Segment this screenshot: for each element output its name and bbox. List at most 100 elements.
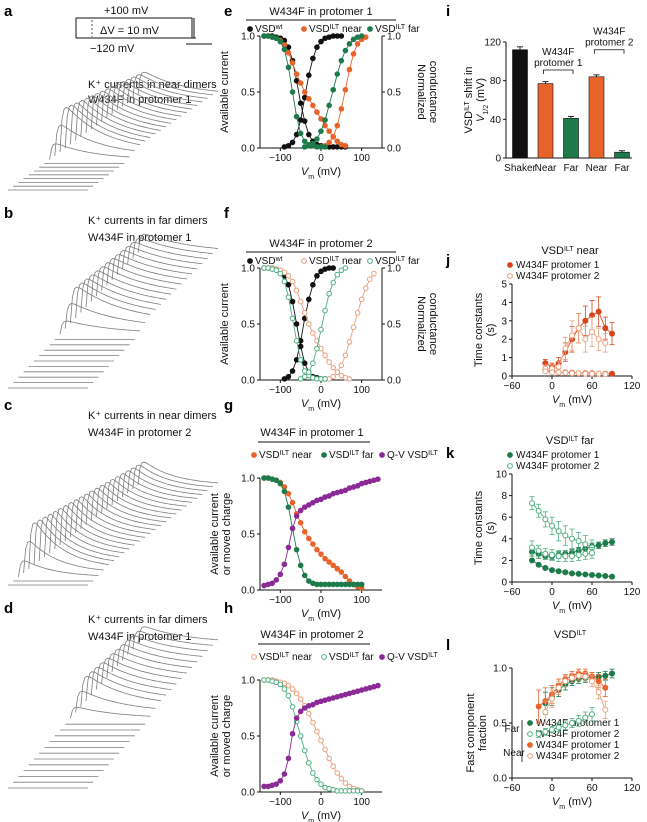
y2-axis-label-2: conductance bbox=[427, 61, 439, 123]
data-point bbox=[314, 546, 320, 553]
chart-l: −60 0 60 120 0.0 0.5 1.0 Vm (mV) VSDILT Fast comp… bbox=[465, 629, 641, 811]
data-point bbox=[562, 553, 569, 560]
y-axis-label-2: (s) bbox=[485, 522, 497, 535]
series-line bbox=[545, 327, 606, 370]
data-point bbox=[289, 89, 296, 95]
data-point bbox=[595, 308, 602, 315]
category-label: Shaker bbox=[504, 163, 536, 174]
data-point bbox=[306, 321, 312, 327]
data-point bbox=[609, 370, 615, 377]
data-point bbox=[314, 728, 320, 735]
data-point bbox=[318, 38, 324, 45]
data-point bbox=[549, 726, 555, 733]
data-point bbox=[285, 504, 292, 510]
data-point bbox=[589, 370, 595, 377]
data-point bbox=[285, 544, 292, 551]
data-point bbox=[575, 552, 582, 558]
trace-c-trace bbox=[111, 476, 193, 506]
category-label: Near bbox=[535, 163, 557, 174]
trace-c-trace bbox=[80, 493, 161, 530]
data-point bbox=[535, 731, 542, 737]
y-axis-label: Available current bbox=[219, 283, 231, 365]
y-tick-label: 0.0 bbox=[241, 586, 255, 597]
data-point bbox=[318, 737, 324, 744]
data-point bbox=[346, 41, 353, 47]
data-point bbox=[277, 38, 284, 45]
panel-label-c: c bbox=[4, 397, 12, 414]
data-point bbox=[301, 705, 308, 711]
chart-title: VSDILT far bbox=[546, 435, 594, 447]
data-point bbox=[562, 532, 569, 539]
legend-marker bbox=[507, 452, 513, 458]
x-tick-label: 120 bbox=[624, 381, 641, 392]
y-tick-label: 1.0 bbox=[241, 264, 255, 275]
data-point bbox=[569, 720, 575, 726]
trace-b-trace bbox=[96, 266, 177, 297]
trace-b-trace bbox=[137, 233, 219, 254]
y-tick-label: 0.5 bbox=[241, 320, 255, 331]
data-point bbox=[289, 499, 296, 506]
data-point bbox=[293, 78, 300, 84]
trace-a-trace bbox=[96, 90, 177, 126]
data-point bbox=[277, 571, 284, 578]
legend-label-qv: Q-V VSDILT bbox=[387, 652, 438, 664]
trace-a-trace bbox=[127, 76, 208, 103]
y-tick-label: 6 bbox=[501, 513, 507, 524]
trace-d-trace bbox=[80, 675, 161, 707]
trace-c-trace bbox=[122, 470, 203, 498]
chart-title: W434F in protomer 2 bbox=[260, 629, 363, 641]
trace-stack-d: K⁺ currents in far dimers W434F in proto… bbox=[8, 614, 219, 789]
x-tick-label: 100 bbox=[353, 385, 370, 396]
data-point bbox=[285, 142, 292, 149]
data-point bbox=[529, 557, 535, 564]
trace-d-trace bbox=[75, 690, 156, 713]
data-point bbox=[285, 273, 292, 279]
series-line bbox=[264, 477, 362, 585]
chart-title: VSDILT near bbox=[541, 245, 599, 257]
data-point bbox=[273, 35, 280, 42]
panel-label-a: a bbox=[4, 3, 13, 20]
data-point bbox=[277, 480, 284, 487]
data-point bbox=[602, 339, 609, 346]
x-tick-label: −60 bbox=[504, 783, 521, 794]
y-axis-label-2: or moved charge bbox=[221, 695, 233, 778]
data-point bbox=[609, 670, 615, 677]
data-point bbox=[375, 682, 381, 689]
data-point bbox=[535, 561, 542, 568]
data-point bbox=[602, 371, 609, 378]
data-point bbox=[306, 369, 312, 375]
data-point bbox=[589, 328, 595, 335]
data-point bbox=[549, 369, 555, 376]
data-point bbox=[358, 581, 365, 588]
data-point bbox=[297, 520, 304, 526]
data-point bbox=[289, 686, 296, 692]
chart-e: W434F in protomer 1 −100 0 100 0.0 0.0 0.5 0.5 1… bbox=[219, 6, 439, 181]
y-tick-label: 0.0 bbox=[241, 376, 255, 387]
x-tick-label: 0 bbox=[318, 153, 324, 164]
trace-a-trace bbox=[111, 83, 193, 115]
data-point bbox=[310, 541, 316, 547]
data-point bbox=[330, 279, 337, 286]
data-point bbox=[306, 296, 312, 303]
data-point bbox=[306, 95, 312, 102]
data-point bbox=[338, 372, 345, 379]
data-point bbox=[306, 502, 312, 508]
data-point bbox=[342, 265, 349, 271]
x-tick-label: 0 bbox=[318, 797, 324, 808]
category-label: Far bbox=[564, 163, 580, 174]
data-point bbox=[297, 117, 304, 123]
y-tick-label: 1 bbox=[501, 353, 507, 364]
data-point bbox=[273, 477, 280, 484]
y-tick-label: 0.5 bbox=[241, 530, 255, 541]
trace-c-trace bbox=[64, 502, 146, 542]
bracket-protomer-2 bbox=[594, 49, 625, 54]
x-tick-label: 0 bbox=[549, 381, 555, 392]
trace-b-trace bbox=[106, 258, 187, 286]
data-point bbox=[582, 541, 589, 548]
bracket-1-label-2: protomer 1 bbox=[534, 58, 583, 69]
legend-marker bbox=[527, 731, 533, 737]
data-point bbox=[297, 733, 304, 739]
y2-axis-label: Normalized bbox=[415, 296, 427, 352]
data-point bbox=[310, 360, 316, 367]
data-point bbox=[330, 86, 337, 93]
